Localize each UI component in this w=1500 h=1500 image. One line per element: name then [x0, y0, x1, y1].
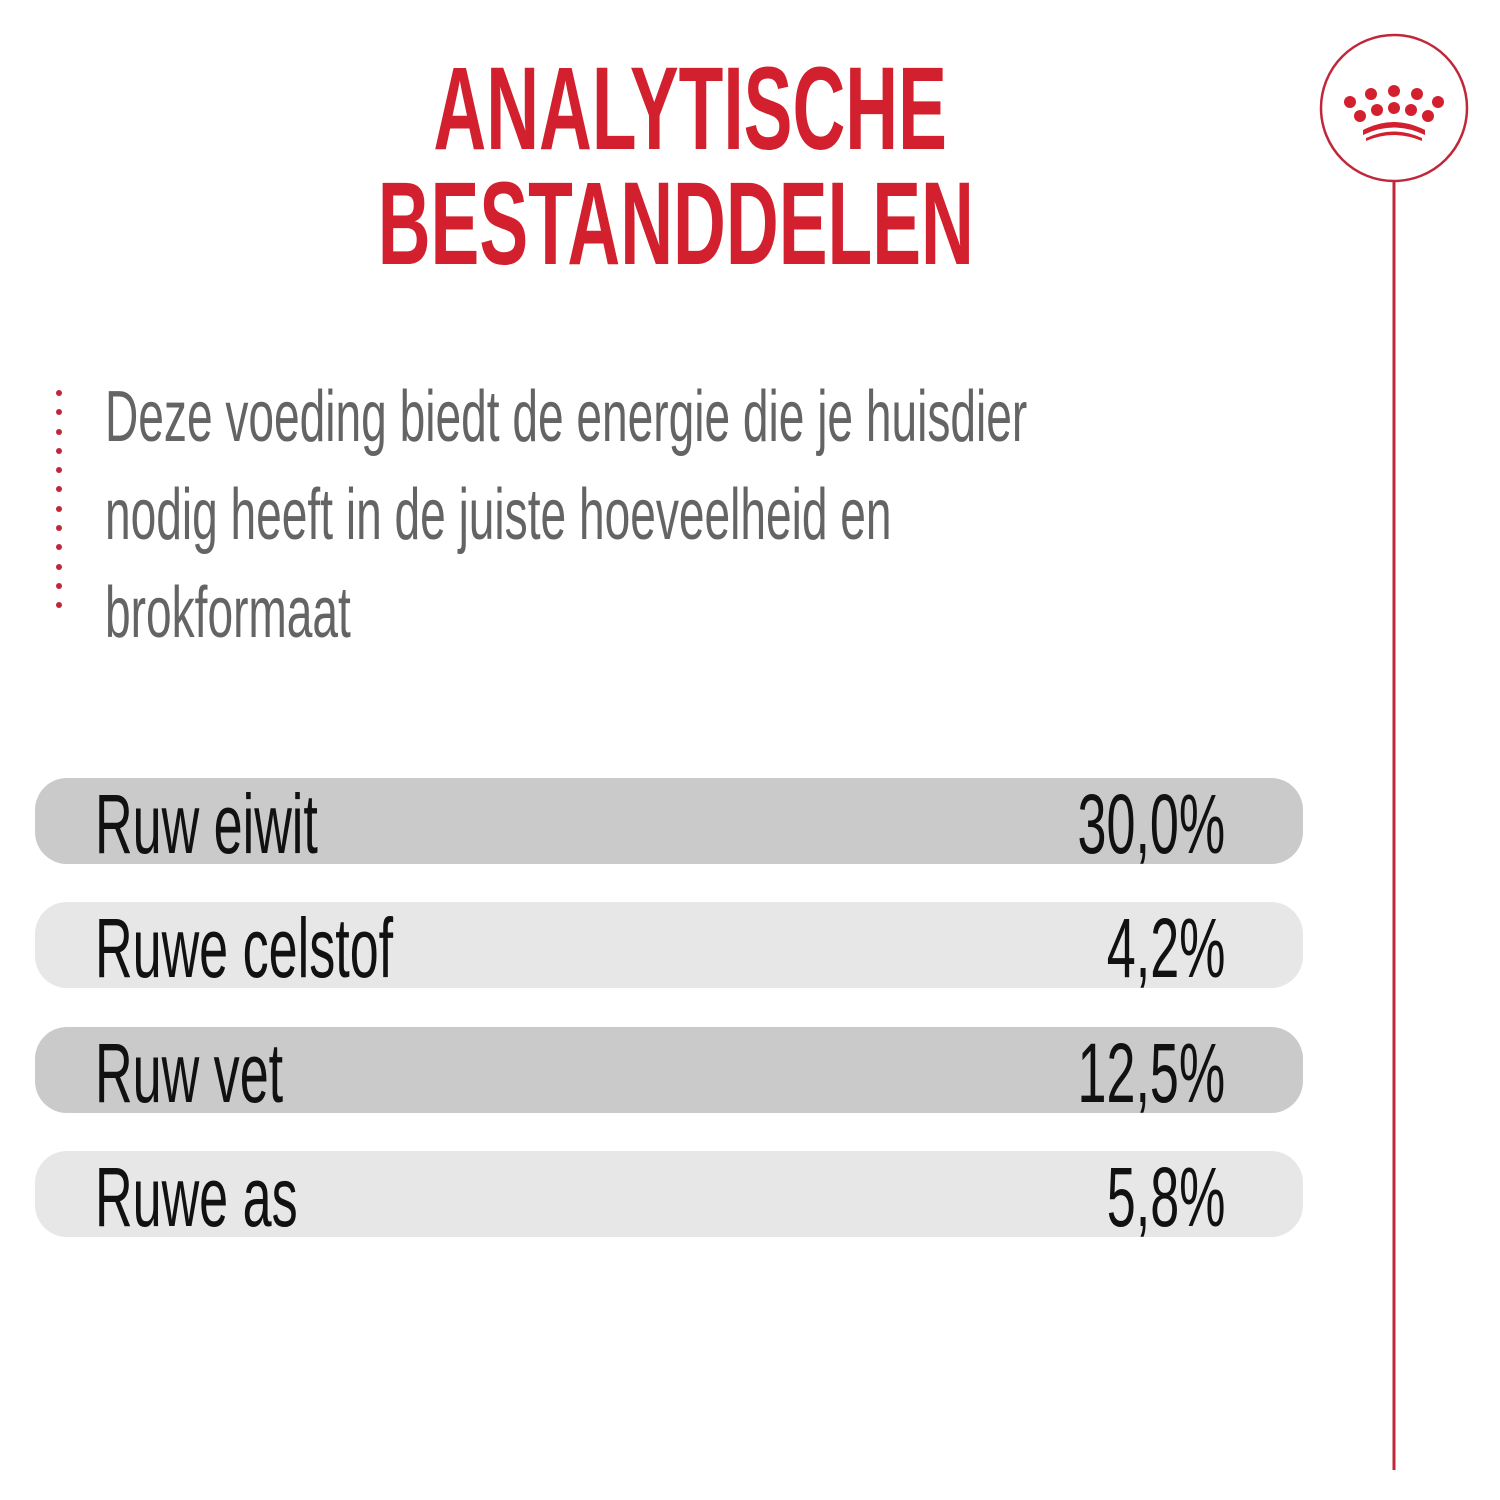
crown-logo: [1319, 33, 1469, 1470]
intro-line: brokformaat: [105, 573, 351, 653]
crown-icon: [1344, 85, 1444, 141]
nutrient-label: Ruw vet: [95, 1026, 284, 1120]
title-text: BESTANDDELEN: [377, 158, 975, 290]
nutrient-value: 30,0%: [1077, 777, 1225, 871]
intro-line: nodig heeft in de juiste hoeveelheid en: [105, 475, 892, 555]
nutrient-row: Ruwe as 5,8%: [35, 1150, 1303, 1244]
page-title-line-2: BESTANDDELEN: [0, 165, 1356, 283]
nutrient-row: Ruw eiwit 30,0%: [35, 777, 1303, 871]
nutrient-row: Ruw vet 12,5%: [35, 1026, 1303, 1120]
intro-line: Deze voeding biedt de energie die je hui…: [105, 377, 1028, 457]
nutrient-label: Ruw eiwit: [95, 777, 318, 871]
nutrient-row: Ruwe celstof 4,2%: [35, 901, 1303, 995]
nutrient-value: 4,2%: [1106, 901, 1225, 995]
nutrient-value: 12,5%: [1077, 1026, 1225, 1120]
dotted-divider: [56, 390, 62, 622]
nutrient-value: 5,8%: [1106, 1150, 1225, 1244]
page-title-line-1: ANALYTISCHE: [10, 50, 1370, 168]
title-text: ANALYTISCHE: [433, 43, 947, 175]
nutrient-label: Ruwe celstof: [95, 901, 394, 995]
intro-text: Deze voeding biedt de energie die je hui…: [105, 368, 1193, 662]
nutrient-label: Ruwe as: [95, 1150, 298, 1244]
